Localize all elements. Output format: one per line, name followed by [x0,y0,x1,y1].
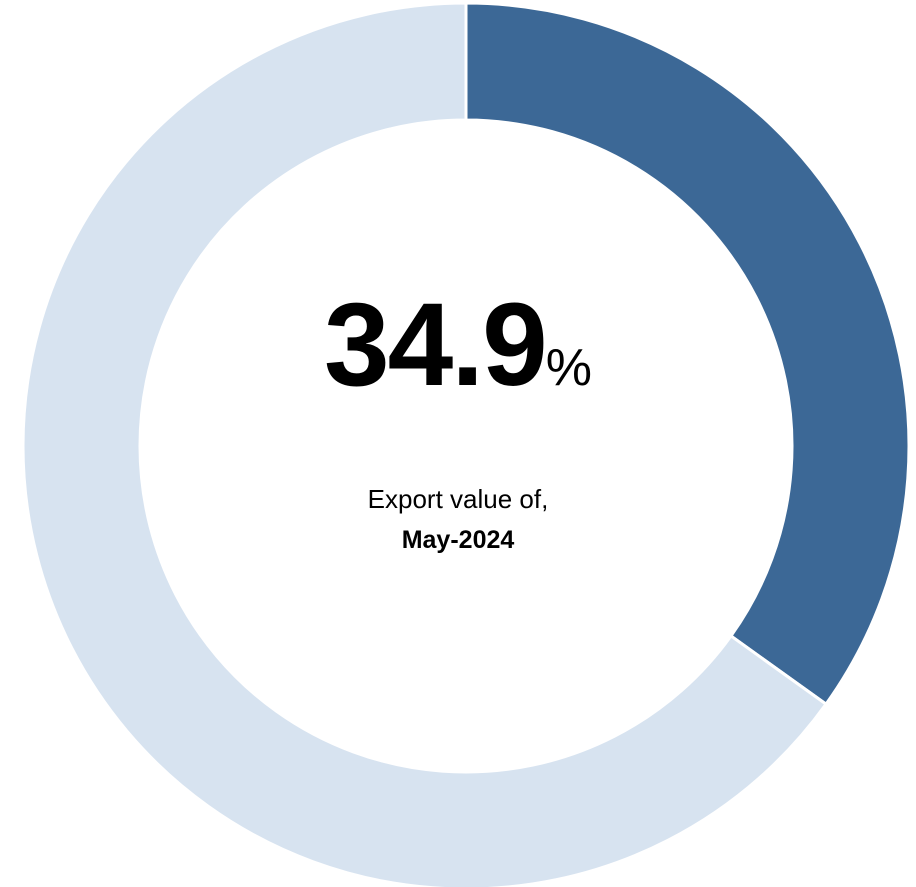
donut-slice-0 [464,1,911,707]
center-value-number: 34.9 [324,279,548,411]
center-value-unit: % [545,339,592,397]
center-value-label: 34.9% [0,270,916,420]
donut-slice-1 [21,1,829,887]
center-period: May-2024 [401,526,515,554]
center-caption: Export value of, [367,484,549,514]
